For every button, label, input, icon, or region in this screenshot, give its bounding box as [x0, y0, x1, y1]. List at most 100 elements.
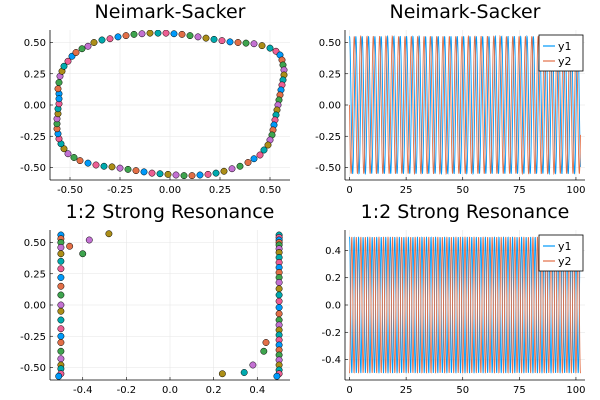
y-tick-label: 0.2: [325, 273, 341, 284]
scatter-point: [122, 32, 130, 40]
scatter-point: [84, 42, 92, 50]
scatter-point: [262, 339, 270, 346]
scatter-point: [228, 165, 236, 173]
legend-label: y2: [558, 255, 572, 268]
scatter-point: [275, 291, 283, 299]
x-tick-label: 0.25: [209, 185, 231, 196]
scatter-point: [57, 301, 65, 309]
y-tick-label: -0.4: [321, 355, 341, 366]
scatter-point: [55, 95, 63, 103]
y-tick-label: -0.25: [315, 132, 341, 143]
x-tick-label: 50: [456, 185, 469, 196]
scatter-point: [275, 297, 283, 305]
subplot-4: 1:2 Strong Resonance 0 25 50 75 100 -0.4 -0.2 0.…: [321, 201, 585, 396]
scatter-point: [170, 30, 178, 38]
scatter-point: [220, 167, 228, 175]
plot-area: [53, 30, 288, 180]
x-tick-label: -0.4: [73, 385, 93, 396]
legend-label: y1: [558, 40, 572, 53]
scatter-point: [148, 169, 156, 177]
scatter-point: [172, 171, 180, 179]
scatter-point: [212, 169, 220, 177]
y-tick-label: 0.25: [24, 269, 46, 280]
scatter-point: [188, 172, 196, 180]
scatter-point: [57, 339, 65, 346]
scatter-point: [57, 257, 65, 265]
scatter-point: [226, 38, 234, 46]
x-tick-label: 100: [566, 385, 585, 396]
scatter-point: [186, 32, 194, 40]
scatter-point: [84, 159, 92, 167]
subplot-3: 1:2 Strong Resonance -0.4 -0.2 0.0 0.2 0.4 -0.…: [20, 201, 290, 396]
x-tick-label: 75: [513, 185, 526, 196]
scatter-point: [202, 34, 210, 42]
scatter-point: [164, 170, 172, 178]
scatter-point: [249, 361, 257, 369]
scatter-point: [240, 369, 248, 376]
scatter-point: [140, 168, 148, 176]
scatter-point: [60, 145, 68, 153]
scatter-point: [85, 236, 93, 244]
scatter-point: [57, 244, 65, 251]
scatter-point: [57, 307, 65, 315]
y-tick-label: 0.50: [319, 38, 341, 49]
y-tick-label: 0.4: [325, 246, 341, 257]
y-tick-label: -0.50: [20, 163, 46, 174]
scatter-point: [234, 39, 242, 46]
y-tick-label: -0.25: [20, 132, 46, 143]
scatter-point: [57, 265, 65, 273]
x-tick-label: 0.0: [162, 385, 178, 396]
y-tick-label: 0.25: [24, 69, 46, 80]
y-tick-label: 0.25: [319, 69, 341, 80]
scatter-point: [106, 35, 114, 43]
scatter-point: [275, 279, 283, 286]
scatter-point: [178, 30, 186, 38]
y-tick-label: -0.50: [20, 363, 46, 374]
scatter-point: [55, 372, 63, 380]
y-tick-label: 0.00: [24, 301, 46, 312]
scatter-point: [260, 146, 268, 154]
scatter-point: [72, 49, 80, 56]
scatter-point: [275, 304, 283, 311]
x-tick-label: 0.4: [249, 385, 265, 396]
scatter-point: [275, 310, 283, 318]
chart-title: 1:2 Strong Resonance: [361, 201, 570, 223]
scatter-point: [236, 162, 244, 170]
y-tick-label: 0.00: [319, 101, 341, 112]
scatter-point: [70, 154, 78, 161]
scatter-point: [256, 151, 264, 159]
subplot-2: Neimark-Sacker 0 25 50 75 100 -0.50 -0.25 0.00 0.…: [315, 1, 585, 196]
scatter-point: [132, 167, 140, 175]
scatter-point: [92, 161, 100, 169]
scatter-point: [57, 291, 65, 299]
scatter-point: [242, 39, 250, 47]
scatter-point: [146, 30, 154, 37]
scatter-point: [66, 242, 74, 250]
x-tick-label: 0.00: [159, 185, 181, 196]
scatter-point: [260, 347, 268, 355]
scatter-point: [57, 282, 65, 290]
y-tick-label: 0.0: [325, 301, 341, 312]
scatter-point: [258, 42, 266, 50]
legend-label: y2: [558, 55, 572, 68]
y-tick-label: 0.50: [24, 38, 46, 49]
plot-area: [55, 230, 283, 380]
x-tick-label: 0.50: [259, 185, 281, 196]
scatter-point: [57, 250, 65, 258]
scatter-point: [57, 316, 65, 324]
series-line-y2: [349, 34, 581, 176]
x-tick-label: 25: [400, 185, 413, 196]
scatter-point: [204, 170, 212, 178]
subplot-1: Neimark-Sacker -0.50 -0.25 0.00 0.25 0.50 -0.5…: [20, 1, 290, 196]
chart-title: Neimark-Sacker: [95, 1, 246, 23]
y-tick-label: -0.25: [20, 332, 46, 343]
scatter-point: [250, 155, 258, 163]
scatter-point: [57, 274, 65, 281]
x-tick-label: 75: [513, 385, 526, 396]
x-tick-label: 100: [566, 185, 585, 196]
y-tick-label: 0.50: [24, 238, 46, 249]
series-line-y1: [349, 236, 581, 374]
